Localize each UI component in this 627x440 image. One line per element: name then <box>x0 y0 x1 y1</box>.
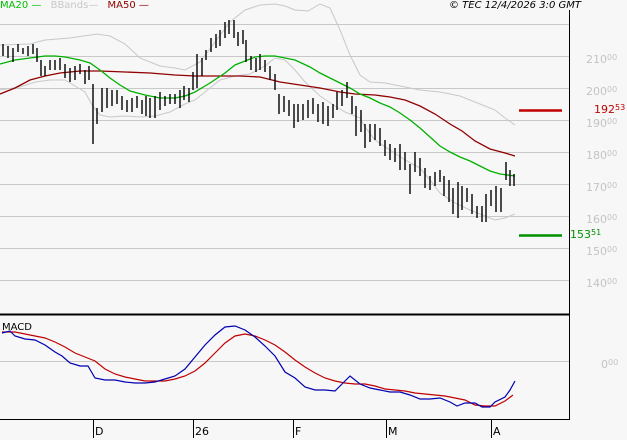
legend-ma20: MA20 — <box>0 0 42 11</box>
price-axis-label: 16000 <box>586 213 618 226</box>
bbands-lower <box>0 57 516 221</box>
x-axis-label-feb: F <box>295 425 302 438</box>
price-axis-label: 21000 <box>586 53 618 66</box>
bbands-upper <box>0 3 516 126</box>
x-axis-label-dec: D <box>95 425 104 438</box>
price-axis-label: 18000 <box>586 149 618 162</box>
support-level-label: 15351 <box>570 228 602 241</box>
price-axis-label: 14000 <box>586 277 618 290</box>
macd-zero-label: 000 <box>601 358 619 371</box>
price-axis-label: 20000 <box>586 85 618 98</box>
price-axis-label: 19000 <box>586 117 618 130</box>
legend-ma50: MA50 — <box>107 0 149 11</box>
macd-title: MACD <box>2 322 32 333</box>
x-axis-label-mar: M <box>388 425 398 438</box>
bollinger-bands <box>0 3 516 221</box>
price-axis-label: 17000 <box>586 181 618 194</box>
x-axis-label-2026: 26 <box>195 425 209 438</box>
x-axis-label-apr: A <box>493 425 501 438</box>
macd-line <box>1 325 516 408</box>
macd-signal-line <box>2 331 514 407</box>
copyright-text: © TEC 12/4/2026 3:0 GMT <box>449 0 581 11</box>
ohlc-bars <box>2 20 515 222</box>
price-gridlines <box>0 24 569 281</box>
ma50-line <box>0 70 516 157</box>
legend-bbands: BBands— <box>50 0 99 11</box>
price-axis-label: 15000 <box>586 245 618 258</box>
legend: MA20 — BBands— MA50 — <box>0 0 155 12</box>
resistance-level-label: 19253 <box>594 103 626 116</box>
ma20-line <box>0 55 516 177</box>
